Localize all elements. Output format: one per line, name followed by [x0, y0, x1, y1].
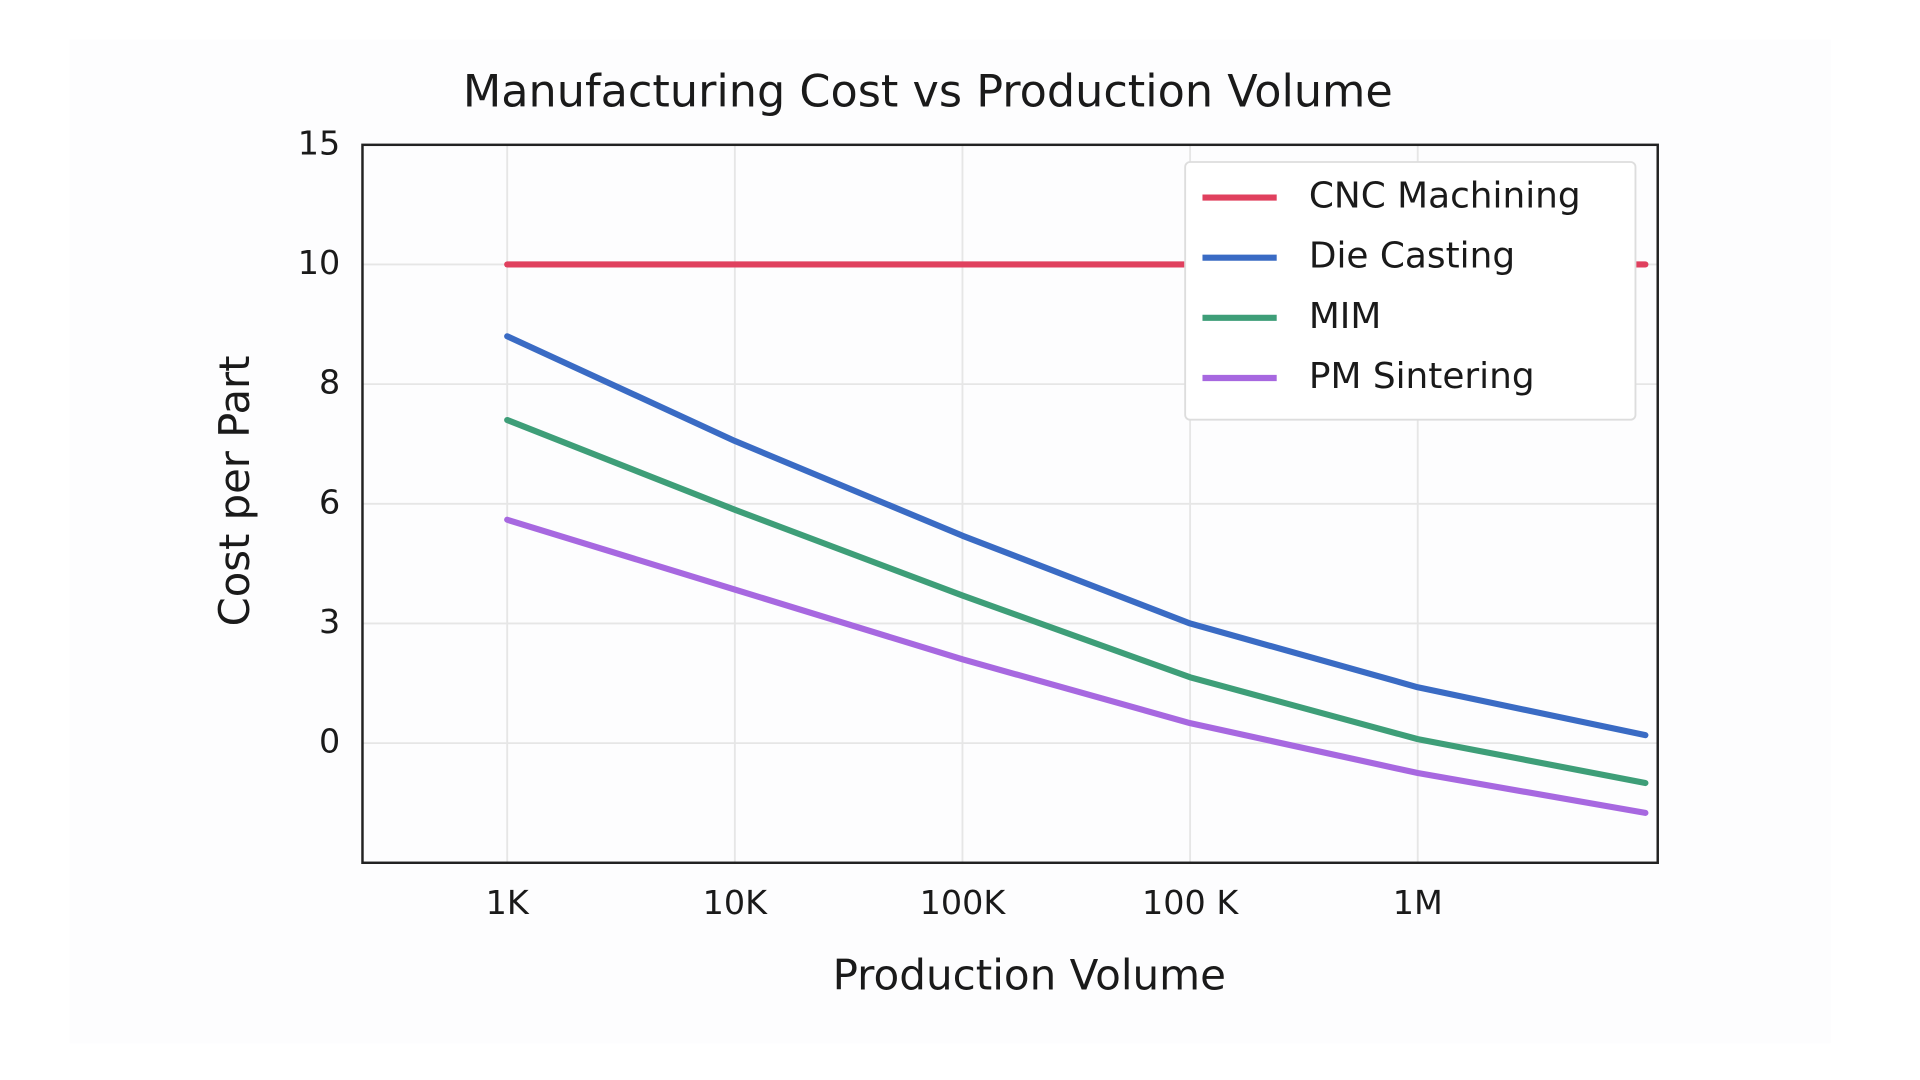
y-tick-label: 0: [319, 722, 340, 761]
y-tick-label: 8: [319, 363, 340, 402]
y-tick-label: 6: [319, 482, 340, 521]
legend-box: [1184, 161, 1637, 421]
legend: CNC Machining Die Casting MIM PM Sintering: [1184, 161, 1637, 421]
series-line: [504, 333, 1649, 739]
legend-label: Die Casting: [1309, 236, 1515, 277]
x-tick-label: 100K: [920, 883, 1007, 922]
legend-label: PM Sintering: [1309, 356, 1535, 397]
x-tick-label: 1K: [486, 883, 530, 922]
x-tick-label: 10K: [703, 883, 769, 922]
x-tick-label: 100 K: [1142, 883, 1239, 922]
plot-frame: [361, 143, 1659, 864]
legend-label: MIM: [1309, 296, 1381, 337]
x-tick-label: 1M: [1393, 883, 1443, 922]
y-axis-label: Cost per Part: [210, 355, 259, 626]
x-axis-label: Production Volume: [833, 951, 1226, 1000]
series-line: [504, 516, 1649, 816]
y-tick-label: 15: [298, 123, 340, 162]
y-tick-label: 3: [319, 602, 340, 641]
legend-label: CNC Machining: [1309, 176, 1581, 217]
y-tick-label: 10: [298, 243, 340, 282]
series-line: [504, 416, 1649, 787]
chart-title: Manufacturing Cost vs Production Volume: [463, 67, 1393, 118]
